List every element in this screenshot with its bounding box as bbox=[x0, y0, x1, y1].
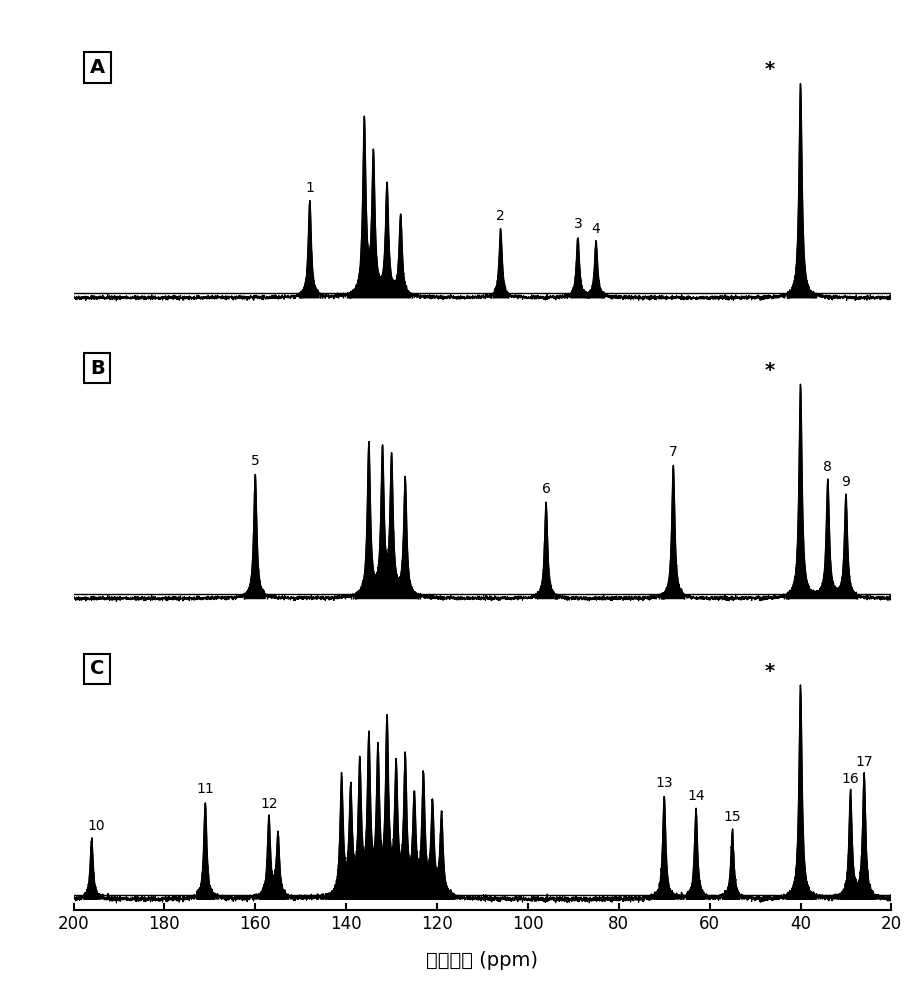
Text: *: * bbox=[765, 60, 775, 79]
Text: *: * bbox=[765, 662, 775, 681]
Text: 化学位移 (ppm): 化学位移 (ppm) bbox=[426, 951, 539, 970]
Text: 13: 13 bbox=[655, 776, 673, 790]
Text: A: A bbox=[90, 58, 105, 77]
Text: B: B bbox=[90, 359, 105, 378]
Text: 15: 15 bbox=[723, 810, 742, 824]
Text: 9: 9 bbox=[842, 475, 850, 489]
Text: 2: 2 bbox=[496, 209, 505, 223]
Text: 6: 6 bbox=[541, 482, 550, 496]
Text: 3: 3 bbox=[573, 217, 583, 231]
Text: 14: 14 bbox=[687, 789, 705, 803]
Text: 8: 8 bbox=[823, 460, 833, 474]
Text: 10: 10 bbox=[87, 819, 105, 833]
Text: 16: 16 bbox=[842, 772, 859, 786]
Text: 5: 5 bbox=[251, 454, 260, 468]
Text: 1: 1 bbox=[305, 181, 314, 195]
Text: 17: 17 bbox=[856, 755, 873, 769]
Text: C: C bbox=[90, 659, 104, 678]
Text: 12: 12 bbox=[260, 797, 278, 811]
Text: 7: 7 bbox=[669, 445, 677, 459]
Text: 11: 11 bbox=[197, 782, 214, 796]
Text: *: * bbox=[765, 361, 775, 380]
Text: 4: 4 bbox=[592, 222, 600, 236]
